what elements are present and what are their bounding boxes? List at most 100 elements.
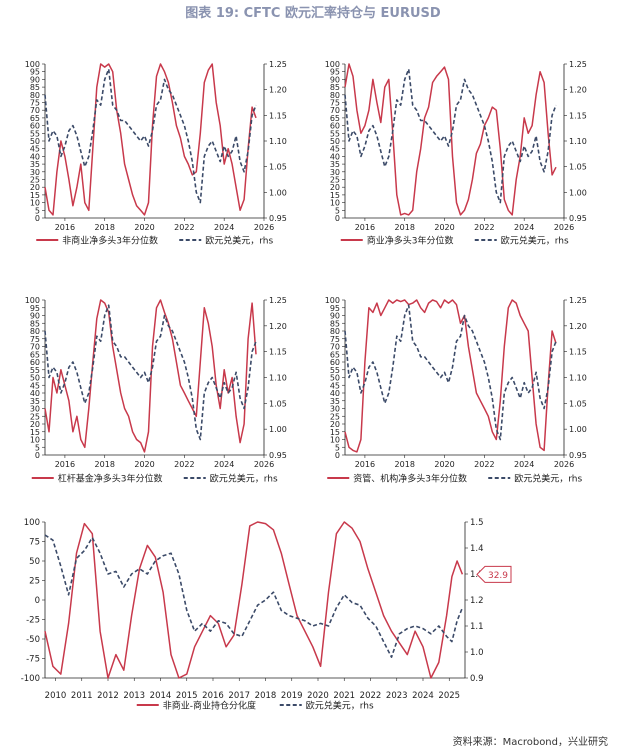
y-left-tick-label: 35 bbox=[30, 160, 40, 169]
y-left-tick-label: 85 bbox=[330, 319, 340, 328]
y-left-tick-label: 15 bbox=[30, 428, 40, 437]
y-left-tick-label: -25 bbox=[26, 616, 40, 626]
y-right-tick-label: 1.2 bbox=[470, 596, 484, 606]
x-tick-label: 2018 bbox=[255, 691, 277, 701]
y-left-tick-label: 35 bbox=[330, 397, 340, 406]
y-right-tick-label: 1.00 bbox=[269, 425, 287, 434]
y-left-tick-label: 20 bbox=[30, 183, 40, 192]
y-left-tick-label: 60 bbox=[30, 122, 40, 131]
legend-label: 欧元兑美元，rhs bbox=[210, 473, 278, 485]
y-right-tick-label: 1.10 bbox=[269, 137, 287, 146]
x-tick-label: 2020 bbox=[134, 223, 154, 232]
y-left-tick-label: 0 bbox=[35, 596, 40, 606]
y-right-tick-label: 0.95 bbox=[569, 214, 587, 223]
y-right-tick-label: 1.05 bbox=[269, 399, 287, 408]
y-left-tick-label: 90 bbox=[30, 75, 40, 84]
y-left-tick-label: 45 bbox=[330, 145, 340, 154]
y-left-tick-label: 65 bbox=[30, 350, 40, 359]
y-left-tick-label: 50 bbox=[30, 374, 40, 383]
x-tick-label: 2022 bbox=[474, 223, 494, 232]
x-tick-label: 2016 bbox=[55, 223, 75, 232]
y-left-tick-label: 65 bbox=[30, 114, 40, 123]
y-left-tick-label: 50 bbox=[29, 557, 40, 567]
series-percentile-line bbox=[44, 299, 257, 453]
x-tick-label: 2026 bbox=[254, 460, 274, 469]
x-tick-label: 2022 bbox=[474, 460, 494, 469]
legend-label: 欧元兑美元，rhs bbox=[514, 473, 582, 485]
x-tick-label: 2022 bbox=[174, 223, 194, 232]
y-right-tick-label: 1.0 bbox=[470, 648, 484, 658]
y-left-tick-label: 100 bbox=[325, 296, 340, 305]
y-left-tick-label: 100 bbox=[24, 518, 40, 528]
y-left-tick-label: 85 bbox=[330, 83, 340, 92]
y-left-tick-label: 25 bbox=[330, 176, 340, 185]
y-right-tick-label: 0.95 bbox=[269, 451, 287, 460]
y-left-tick-label: 5 bbox=[335, 443, 340, 452]
series-percentile-line bbox=[344, 299, 557, 453]
y-left-tick-label: 35 bbox=[30, 397, 40, 406]
x-tick-label: 2020 bbox=[434, 460, 454, 469]
x-tick-label: 2022 bbox=[360, 691, 382, 701]
x-tick-label: 2013 bbox=[123, 691, 145, 701]
y-left-tick-label: 80 bbox=[330, 91, 340, 100]
y-left-tick-label: -100 bbox=[21, 674, 40, 684]
legend-label: 杠杆基金净多头3年分位数 bbox=[58, 473, 163, 485]
y-left-tick-label: 75 bbox=[30, 99, 40, 108]
y-left-tick-label: 10 bbox=[30, 436, 40, 445]
y-left-tick-label: -75 bbox=[26, 655, 40, 665]
x-tick-label: 2023 bbox=[386, 691, 408, 701]
series-eurusd-line bbox=[344, 68, 557, 204]
y-left-tick-label: 35 bbox=[330, 160, 340, 169]
y-left-tick-label: 30 bbox=[30, 405, 40, 414]
y-left-tick-label: 25 bbox=[29, 577, 40, 587]
series-eurusd-line bbox=[44, 68, 257, 204]
x-tick-label: 2018 bbox=[95, 460, 115, 469]
x-tick-label: 2018 bbox=[95, 223, 115, 232]
y-left-tick-label: 5 bbox=[335, 206, 340, 215]
y-left-tick-label: 20 bbox=[30, 420, 40, 429]
legend-label: 商业净多头3年分位数 bbox=[367, 235, 454, 247]
y-left-tick-label: 100 bbox=[325, 60, 340, 69]
y-left-tick-label: 85 bbox=[30, 83, 40, 92]
y-left-tick-label: 75 bbox=[330, 335, 340, 344]
y-left-tick-label: 55 bbox=[30, 366, 40, 375]
page-title: 图表 19: CFTC 欧元汇率持仓与 EURUSD bbox=[185, 6, 441, 21]
legend-label: 欧元兑美元，rhs bbox=[205, 235, 273, 247]
y-left-tick-label: 90 bbox=[330, 75, 340, 84]
x-tick-label: 2026 bbox=[254, 223, 274, 232]
y-left-tick-label: 40 bbox=[330, 389, 340, 398]
latest-value-callout bbox=[476, 565, 512, 583]
y-left-tick-label: 40 bbox=[30, 389, 40, 398]
x-tick-label: 2016 bbox=[55, 460, 75, 469]
y-right-tick-label: 1.15 bbox=[269, 111, 287, 120]
legend-label: 非商业净多头3年分位数 bbox=[62, 235, 158, 247]
y-left-tick-label: 50 bbox=[330, 374, 340, 383]
y-right-tick-label: 0.9 bbox=[470, 674, 484, 684]
y-right-tick-label: 1.4 bbox=[470, 544, 484, 554]
y-left-tick-label: 65 bbox=[330, 350, 340, 359]
y-right-tick-label: 1.05 bbox=[569, 163, 587, 172]
chart-non-commercial-percentile: 0510152025303540455055606570758085909510… bbox=[25, 60, 287, 247]
y-left-tick-label: 80 bbox=[30, 327, 40, 336]
y-left-tick-label: 50 bbox=[330, 137, 340, 146]
y-right-tick-label: 1.1 bbox=[470, 622, 484, 632]
y-right-tick-label: 1.20 bbox=[569, 86, 587, 95]
y-left-tick-label: 0 bbox=[35, 214, 40, 223]
x-tick-label: 2020 bbox=[307, 691, 329, 701]
y-right-tick-label: 1.25 bbox=[269, 296, 287, 305]
series-eurusd-line bbox=[44, 304, 257, 441]
chart-positioning-divergence: -100 -75 -50 -25 0 25 50 75 100 0.9 1.0 1.1 1.2 1.3 1.… bbox=[21, 518, 512, 712]
legend-label: 非商业-商业持仓分化度 bbox=[163, 700, 256, 712]
y-left-tick-label: 70 bbox=[30, 343, 40, 352]
x-tick-label: 2014 bbox=[150, 691, 172, 701]
y-left-tick-label: 95 bbox=[30, 68, 40, 77]
y-left-tick-label: 25 bbox=[30, 412, 40, 421]
y-left-tick-label: 10 bbox=[330, 199, 340, 208]
y-left-tick-label: 20 bbox=[330, 420, 340, 429]
y-left-tick-label: 70 bbox=[330, 343, 340, 352]
x-tick-label: 2016 bbox=[355, 223, 375, 232]
y-right-tick-label: 1.25 bbox=[569, 296, 587, 305]
source-note: 资料来源：Macrobond，兴业研究 bbox=[452, 737, 608, 748]
x-tick-label: 2016 bbox=[202, 691, 224, 701]
y-right-tick-label: 1.20 bbox=[569, 322, 587, 331]
